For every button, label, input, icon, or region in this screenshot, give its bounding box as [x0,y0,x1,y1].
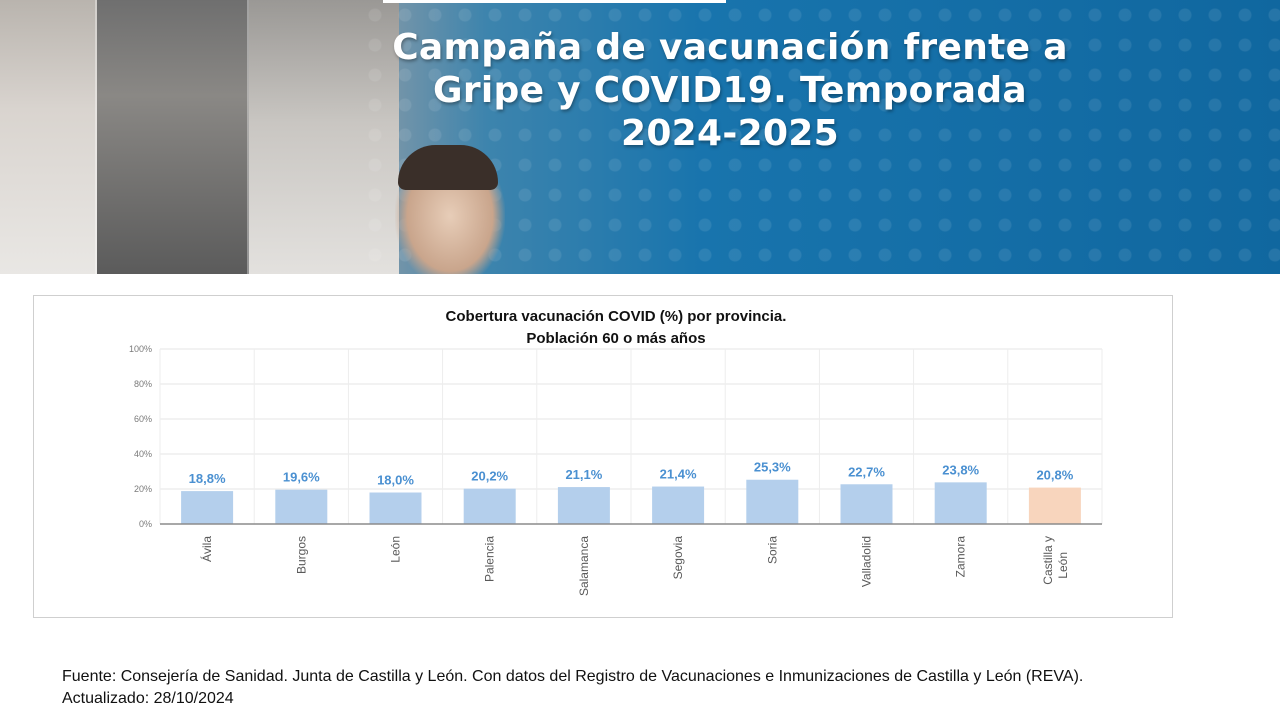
x-category-label: Palencia [483,536,497,582]
banner-title-line-1: Campaña de vacunación frente a [392,27,1068,68]
x-category-label: Burgos [294,536,308,574]
bar [557,487,610,524]
banner-title-line-2: Gripe y COVID19. Temporada [433,70,1027,111]
bar [463,488,516,524]
y-tick-label: 20% [134,484,152,494]
x-category-label: Segovia [671,536,685,580]
chart-frame: Cobertura vacunación COVID (%) por provi… [33,295,1173,618]
bar-value-label: 22,7% [848,464,885,479]
top-accent-bar [383,0,726,3]
bar-value-label: 21,1% [565,467,602,482]
y-tick-label: 0% [139,519,152,529]
bar [746,479,799,524]
bar [275,489,328,524]
x-category-label: León [389,536,403,563]
chart-title: Cobertura vacunación COVID (%) por provi… [34,306,1198,350]
bar-value-label: 25,3% [754,460,791,475]
y-tick-label: 40% [134,449,152,459]
bar-value-label: 18,0% [377,473,414,488]
bar [840,484,893,524]
elderly-man-photo [97,0,249,274]
chart-subtitle-line: Población 60 o más años [526,330,706,347]
bar [181,491,234,524]
x-category-label: Zamora [954,536,968,578]
bar-value-label: 20,2% [471,469,508,484]
y-tick-label: 80% [134,379,152,389]
dot-pattern [360,0,1280,274]
y-tick-label: 100% [129,344,152,354]
bar-value-label: 20,8% [1036,468,1073,483]
bar-value-label: 19,6% [283,470,320,485]
bar [1028,487,1081,524]
x-category-label: Ávila [199,536,214,562]
child-hair [398,145,498,190]
header-banner: Campaña de vacunación frente a Gripe y C… [0,0,1280,274]
nurse-photo [0,0,97,274]
bar [369,492,422,524]
bar-chart: 0% 20% 40% 60% 80% 100% 18,8% Ávila 19,6% Burgos 1… [129,344,1103,596]
banner-title: Campaña de vacunación frente a Gripe y C… [300,26,1160,155]
y-tick-label: 60% [134,414,152,424]
x-category-label: Valladolid [860,536,874,587]
source-note: Fuente: Consejería de Sanidad. Junta de … [62,668,1084,685]
chart-title-line: Cobertura vacunación COVID (%) por provi… [445,308,787,325]
x-category-label: Castilla yLeón [1041,536,1070,585]
footer: Fuente: Consejería de Sanidad. Junta de … [62,666,1262,710]
woman-photo [249,0,399,274]
x-category-label: Salamanca [577,536,591,596]
bar [934,482,987,524]
updated-date: Actualizado: 28/10/2024 [62,690,234,707]
x-category-label: Soria [765,536,779,564]
bar-value-label: 18,8% [189,471,226,486]
bar-value-label: 23,8% [942,462,979,477]
bar [652,486,705,524]
banner-title-line-3: 2024-2025 [620,113,840,154]
bar-value-label: 21,4% [660,467,697,482]
